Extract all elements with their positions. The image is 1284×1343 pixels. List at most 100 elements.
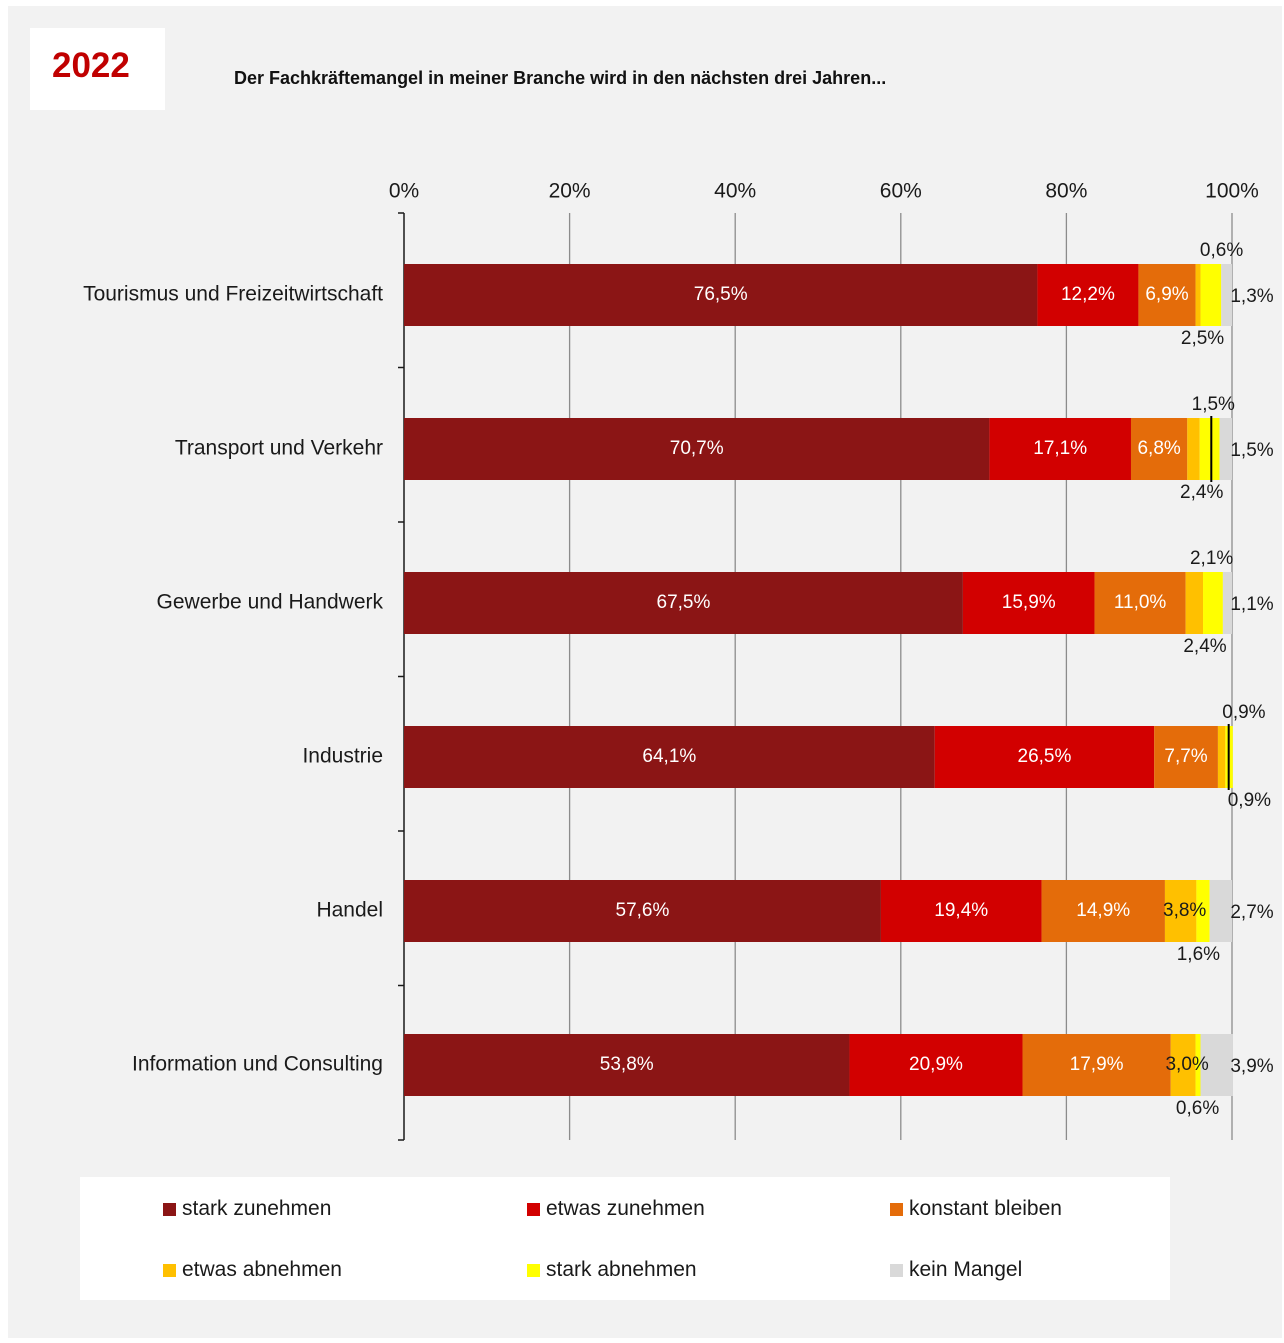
data-label: 0,9% bbox=[1222, 702, 1265, 723]
data-label: 70,7% bbox=[670, 438, 724, 459]
bar-segment bbox=[1164, 880, 1197, 942]
data-label: 76,5% bbox=[694, 284, 748, 305]
data-label: 2,1% bbox=[1190, 548, 1233, 569]
chart-title: Der Fachkräftemangel in meiner Branche w… bbox=[234, 68, 887, 88]
bar-segment bbox=[1094, 572, 1186, 634]
data-label: 20,9% bbox=[909, 1054, 963, 1075]
category-label: Information und Consulting bbox=[132, 1053, 383, 1076]
data-label: 7,7% bbox=[1164, 746, 1207, 767]
category-label: Handel bbox=[316, 899, 383, 922]
bar-segment bbox=[404, 726, 935, 788]
data-label: 2,4% bbox=[1180, 482, 1223, 503]
data-label: 57,6% bbox=[616, 900, 670, 921]
data-label: 11,0% bbox=[1114, 592, 1167, 613]
bar-segment bbox=[1221, 264, 1232, 326]
bar-segment bbox=[404, 418, 990, 480]
data-label: 17,1% bbox=[1033, 438, 1087, 459]
data-label: 2,4% bbox=[1183, 636, 1226, 657]
bar-segment bbox=[1217, 726, 1226, 788]
bar-segment bbox=[1041, 880, 1165, 942]
data-label: 15,9% bbox=[1002, 592, 1056, 613]
bar-segment bbox=[934, 726, 1155, 788]
data-label: 1,6% bbox=[1177, 944, 1220, 965]
legend-label: etwas abnehmen bbox=[182, 1258, 342, 1281]
data-label: 2,5% bbox=[1181, 328, 1224, 349]
bar-segment bbox=[849, 1034, 1023, 1096]
bar-segment bbox=[1222, 572, 1232, 634]
data-label: 3,8% bbox=[1163, 900, 1206, 921]
bar-segment bbox=[1196, 880, 1210, 942]
legend-item: kein Mangel bbox=[890, 1258, 1022, 1282]
data-label: 14,9% bbox=[1076, 900, 1130, 921]
legend-swatch bbox=[527, 1263, 540, 1277]
data-label: 2,7% bbox=[1230, 902, 1273, 923]
data-label: 26,5% bbox=[1018, 746, 1072, 767]
bar-segment bbox=[962, 572, 1095, 634]
x-tick-label: 20% bbox=[549, 180, 591, 203]
chart-panel bbox=[8, 6, 1282, 1338]
data-label: 6,8% bbox=[1137, 438, 1180, 459]
bar-segment bbox=[404, 572, 963, 634]
category-label: Transport und Verkehr bbox=[175, 437, 383, 460]
data-label: 1,5% bbox=[1230, 440, 1273, 461]
x-tick-label: 0% bbox=[389, 180, 419, 203]
bar-segment bbox=[404, 1034, 850, 1096]
legend-swatch bbox=[163, 1263, 176, 1277]
year-box: 2022 bbox=[30, 28, 165, 110]
legend-label: konstant bleiben bbox=[909, 1197, 1062, 1220]
bar-segment bbox=[1185, 572, 1204, 634]
legend-swatch bbox=[890, 1202, 903, 1216]
x-tick-label: 80% bbox=[1045, 180, 1087, 203]
data-label: 19,4% bbox=[934, 900, 988, 921]
data-label: 64,1% bbox=[642, 746, 696, 767]
category-label: Tourismus und Freizeitwirtschaft bbox=[83, 283, 383, 306]
legend-swatch bbox=[527, 1202, 540, 1216]
bar-segment bbox=[1130, 418, 1188, 480]
data-label: 0,6% bbox=[1200, 240, 1243, 261]
x-tick-label: 60% bbox=[880, 180, 922, 203]
bar-segment bbox=[1022, 1034, 1171, 1096]
bar-segment bbox=[404, 264, 1038, 326]
bar-segment bbox=[1138, 264, 1196, 326]
bar-segment bbox=[1195, 1034, 1201, 1096]
bar-segment bbox=[1203, 572, 1223, 634]
data-label: 53,8% bbox=[600, 1054, 654, 1075]
category-label: Industrie bbox=[302, 745, 383, 768]
legend-label: etwas zunehmen bbox=[546, 1197, 705, 1220]
legend-swatch bbox=[890, 1263, 903, 1277]
bar-segment bbox=[1170, 1034, 1196, 1096]
legend-item: etwas zunehmen bbox=[527, 1197, 705, 1221]
bar-segment bbox=[989, 418, 1131, 480]
bar-segment bbox=[1037, 264, 1139, 326]
category-label: Gewerbe und Handwerk bbox=[157, 591, 384, 614]
bar-segment bbox=[1187, 418, 1200, 480]
legend-item: stark zunehmen bbox=[163, 1197, 331, 1221]
legend-item: stark abnehmen bbox=[527, 1258, 697, 1282]
data-label: 12,2% bbox=[1061, 284, 1115, 305]
data-label: 1,5% bbox=[1192, 394, 1235, 415]
data-label: 3,9% bbox=[1230, 1056, 1273, 1077]
data-label: 67,5% bbox=[657, 592, 711, 613]
bar-segment bbox=[1154, 726, 1218, 788]
legend-swatch bbox=[163, 1202, 176, 1216]
bar-segment bbox=[1195, 264, 1201, 326]
year-label: 2022 bbox=[52, 46, 130, 85]
x-tick-label: 100% bbox=[1205, 180, 1259, 203]
data-label: 0,9% bbox=[1228, 790, 1271, 811]
bar-segment bbox=[1200, 264, 1222, 326]
data-label: 1,3% bbox=[1230, 286, 1273, 307]
legend-label: kein Mangel bbox=[909, 1258, 1023, 1281]
bar-segment bbox=[1209, 880, 1232, 942]
data-label: 17,9% bbox=[1070, 1054, 1124, 1075]
bar-segment bbox=[1199, 418, 1220, 480]
data-label: 1,1% bbox=[1230, 594, 1273, 615]
legend-item: etwas abnehmen bbox=[163, 1258, 342, 1282]
bar-segment bbox=[880, 880, 1042, 942]
legend-label: stark abnehmen bbox=[546, 1258, 697, 1281]
data-label: 3,0% bbox=[1165, 1054, 1208, 1075]
bar-segment bbox=[404, 880, 881, 942]
x-tick-label: 40% bbox=[714, 180, 756, 203]
legend-label: stark zunehmen bbox=[182, 1197, 332, 1220]
bar-segment bbox=[1219, 418, 1232, 480]
